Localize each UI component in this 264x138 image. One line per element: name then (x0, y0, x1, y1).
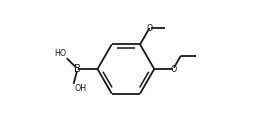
Text: B: B (74, 64, 81, 74)
Text: OH: OH (74, 84, 87, 93)
Text: O: O (147, 24, 153, 33)
Text: HO: HO (54, 49, 66, 58)
Text: O: O (170, 64, 176, 74)
